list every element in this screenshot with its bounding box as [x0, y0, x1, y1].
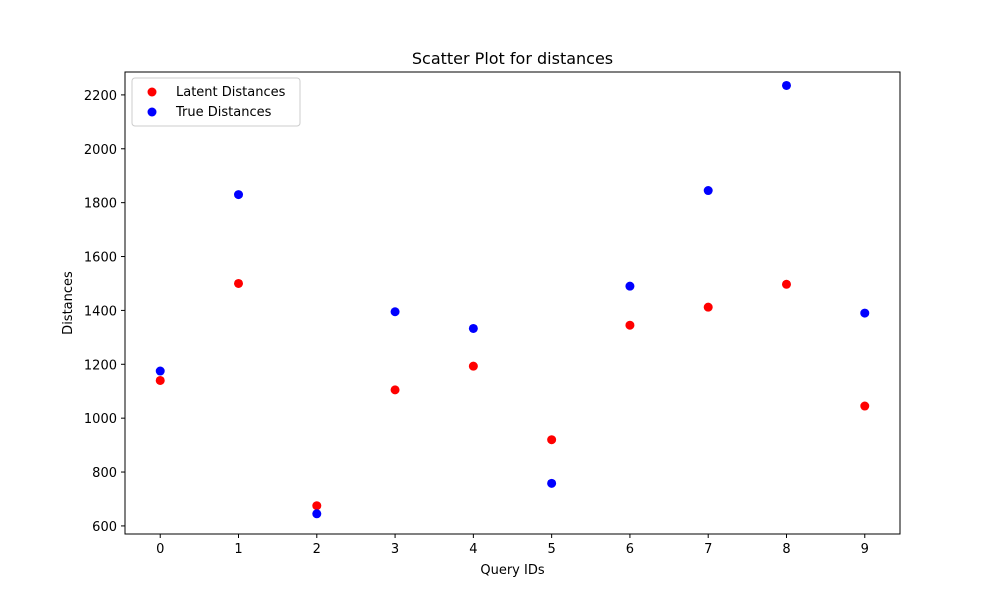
y-tick-label: 1400: [84, 304, 117, 319]
plot-frame: [124, 71, 901, 535]
plot-area: 0 1 2 3 4 5 6 7 8 9 600 800 1000 1200 1400 1600 1800 2000…: [84, 71, 901, 557]
data-point-true: [703, 186, 713, 196]
data-point-latent: [860, 401, 870, 411]
data-point-latent: [468, 361, 478, 371]
x-tick-label: 4: [469, 542, 477, 557]
x-tick-label: 9: [861, 542, 869, 557]
data-point-true: [547, 478, 557, 488]
x-tick-label: 0: [156, 542, 164, 557]
legend-label: True Distances: [175, 105, 272, 120]
y-tick-label: 1600: [84, 251, 117, 266]
data-point-latent: [781, 279, 791, 289]
y-tick-label: 2000: [84, 143, 117, 158]
legend-marker: [147, 107, 157, 117]
y-axis-title: Distances: [61, 271, 76, 335]
x-tick-label: 3: [391, 542, 399, 557]
data-point-true: [155, 366, 165, 376]
data-point-true: [234, 190, 244, 200]
legend-box: [131, 77, 301, 127]
data-point-true: [312, 509, 322, 519]
data-point-true: [860, 308, 870, 318]
data-point-true: [781, 80, 791, 90]
x-tick-label: 6: [626, 542, 634, 557]
data-point-latent: [625, 320, 635, 330]
legend-label: Latent Distances: [176, 85, 286, 100]
data-point-true: [390, 307, 400, 317]
y-tick-label: 800: [92, 466, 117, 481]
x-axis-title: Query IDs: [480, 563, 544, 578]
data-point-latent: [155, 375, 165, 385]
data-point-latent: [312, 501, 322, 511]
x-tick-label: 1: [234, 542, 242, 557]
y-tick-label: 1800: [84, 197, 117, 212]
data-point-latent: [703, 302, 713, 312]
y-tick-label: 600: [92, 520, 117, 535]
x-tick-label: 2: [313, 542, 321, 557]
legend-marker: [147, 87, 157, 97]
data-point-latent: [547, 435, 557, 445]
data-point-latent: [390, 385, 400, 395]
x-tick-label: 7: [704, 542, 712, 557]
y-tick-label: 2200: [84, 89, 117, 104]
chart-title: Scatter Plot for distances: [412, 49, 613, 68]
data-point-true: [468, 323, 478, 333]
data-point-true: [625, 281, 635, 291]
x-tick-label: 8: [782, 542, 790, 557]
y-tick-label: 1000: [84, 412, 117, 427]
data-point-latent: [234, 278, 244, 288]
y-tick-label: 1200: [84, 358, 117, 373]
x-tick-label: 5: [548, 542, 556, 557]
